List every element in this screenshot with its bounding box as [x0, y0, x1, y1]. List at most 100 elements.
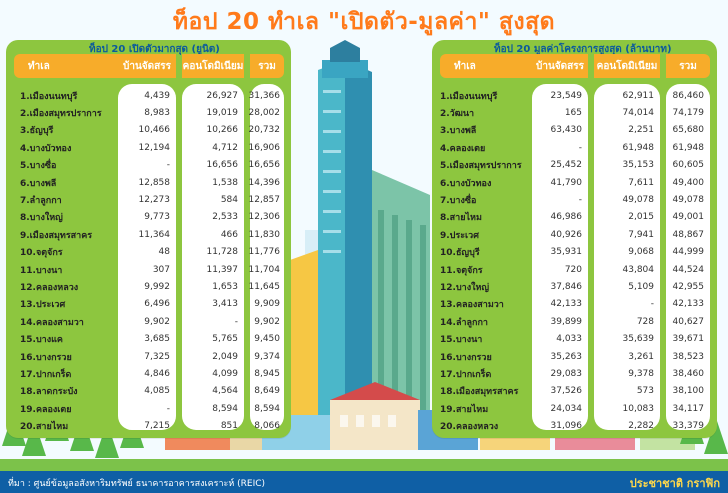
- total-cell: 8,066: [254, 421, 280, 432]
- house-cell: -: [578, 142, 582, 153]
- house-cell: 3,685: [144, 334, 170, 345]
- condo-cell: 9,378: [628, 369, 654, 380]
- location-cell: 10.ธัญบุรี: [440, 248, 480, 259]
- table-row: 12.บางใหญ่ 37,846 5,109 42,955: [432, 277, 717, 296]
- house-cell: 12,858: [138, 177, 171, 188]
- total-cell: 31,366: [248, 90, 281, 101]
- condo-cell: 9,068: [628, 247, 654, 258]
- location-cell: 6.บางบัวทอง: [440, 178, 492, 189]
- table-row: 19.สายไหม 24,034 10,083 34,117: [432, 399, 717, 418]
- house-cell: 720: [564, 264, 582, 275]
- right-header-location: ทำเล: [440, 54, 540, 78]
- location-cell: 17.ปากเกร็ด: [20, 370, 72, 381]
- condo-cell: 3,413: [212, 299, 238, 310]
- condo-cell: 8,594: [212, 403, 238, 414]
- table-row: 7.ลำลูกกา 12,273 584 12,857: [6, 190, 291, 209]
- condo-cell: 5,765: [212, 334, 238, 345]
- house-cell: 39,899: [550, 316, 583, 327]
- house-cell: 9,902: [144, 316, 170, 327]
- location-cell: 7.ลำลูกกา: [20, 196, 62, 207]
- condo-cell: 74,014: [622, 108, 655, 119]
- condo-cell: 10,266: [206, 125, 239, 136]
- table-row: 8.บางใหญ่ 9,773 2,533 12,306: [6, 208, 291, 227]
- total-cell: 11,830: [248, 229, 281, 240]
- table-row: 5.เมืองสมุทรปราการ 25,452 35,153 60,605: [432, 156, 717, 175]
- location-cell: 14.คลองสามวา: [20, 317, 84, 328]
- condo-cell: -: [650, 299, 654, 310]
- total-cell: 44,524: [672, 264, 705, 275]
- total-cell: 49,400: [672, 177, 705, 188]
- total-cell: 33,379: [672, 421, 705, 432]
- house-cell: 9,992: [144, 282, 170, 293]
- right-header-total: รวม: [666, 54, 710, 78]
- left-header-condo: คอนโดมิเนียม: [182, 54, 244, 78]
- total-cell: 16,656: [248, 160, 281, 171]
- condo-cell: 466: [220, 229, 238, 240]
- house-cell: 37,846: [550, 282, 583, 293]
- right-header-condo: คอนโดมิเนียม: [594, 54, 660, 78]
- location-cell: 10.จตุจักร: [20, 248, 63, 259]
- right-table-subtitle: ท็อป 20 มูลค่าโครงการสูงสุด (ล้านบาท): [494, 44, 672, 55]
- table-row: 3.บางพลี 63,430 2,251 65,680: [432, 121, 717, 140]
- condo-cell: 5,109: [628, 282, 654, 293]
- house-cell: 7,215: [144, 421, 170, 432]
- house-cell: 23,549: [550, 90, 583, 101]
- table-row: 13.ประเวศ 6,496 3,413 9,909: [6, 295, 291, 314]
- total-cell: 20,732: [248, 125, 281, 136]
- total-cell: 42,133: [672, 299, 705, 310]
- table-row: 16.บางกรวย 7,325 2,049 9,374: [6, 347, 291, 366]
- condo-cell: 584: [220, 195, 238, 206]
- table-row: 11.จตุจักร 720 43,804 44,524: [432, 260, 717, 279]
- location-cell: 15.บางนา: [440, 335, 483, 346]
- table-row: 8.สายไหม 46,986 2,015 49,001: [432, 208, 717, 227]
- location-cell: 3.บางพลี: [440, 126, 477, 137]
- house-cell: 40,926: [550, 229, 583, 240]
- table-row: 18.ลาดกระบัง 4,085 4,564 8,649: [6, 382, 291, 401]
- table-row: 10.จตุจักร 48 11,728 11,776: [6, 243, 291, 262]
- total-cell: 12,857: [248, 195, 281, 206]
- table-row: 13.คลองสามวา 42,133 - 42,133: [432, 295, 717, 314]
- condo-cell: 19,019: [206, 108, 239, 119]
- location-cell: 3.ธัญบุรี: [20, 126, 54, 137]
- house-cell: 9,773: [144, 212, 170, 223]
- condo-cell: 4,564: [212, 386, 238, 397]
- publisher-logo: ประชาชาติ กราฟิก: [629, 477, 720, 490]
- table-row: 2.วัฒนา 165 74,014 74,179: [432, 103, 717, 122]
- location-cell: 18.เมืองสมุทรสาคร: [440, 387, 519, 398]
- table-row: 12.คลองหลวง 9,992 1,653 11,645: [6, 277, 291, 296]
- house-cell: 63,430: [550, 125, 583, 136]
- condo-cell: 728: [636, 316, 654, 327]
- house-cell: -: [166, 403, 170, 414]
- table-row: 2.เมืองสมุทรปราการ 8,983 19,019 28,002: [6, 103, 291, 122]
- table-row: 14.คลองสามวา 9,902 - 9,902: [6, 312, 291, 331]
- table-row: 17.ปากเกร็ด 29,083 9,378 38,460: [432, 364, 717, 383]
- house-cell: 12,273: [138, 195, 171, 206]
- house-cell: 4,085: [144, 386, 170, 397]
- location-cell: 19.สายไหม: [440, 404, 489, 415]
- house-cell: -: [578, 195, 582, 206]
- total-cell: 40,627: [672, 316, 705, 327]
- total-cell: 42,955: [672, 282, 705, 293]
- condo-cell: 43,804: [622, 264, 655, 275]
- location-cell: 19.คลองเตย: [20, 404, 72, 415]
- location-cell: 7.บางซื่อ: [440, 196, 477, 207]
- table-row: 7.บางซื่อ - 49,078 49,078: [432, 190, 717, 209]
- table-row: 19.คลองเตย - 8,594 8,594: [6, 399, 291, 418]
- house-cell: 24,034: [550, 403, 583, 414]
- total-cell: 9,909: [254, 299, 280, 310]
- house-cell: 4,033: [556, 334, 582, 345]
- total-cell: 86,460: [672, 90, 705, 101]
- condo-cell: 573: [636, 386, 654, 397]
- condo-cell: 2,015: [628, 212, 654, 223]
- house-cell: 307: [152, 264, 170, 275]
- table-row: 1.เมืองนนทบุรี 23,549 62,911 86,460: [432, 86, 717, 105]
- location-cell: 11.จตุจักร: [440, 265, 483, 276]
- total-cell: 38,100: [672, 386, 705, 397]
- condo-cell: 49,078: [622, 195, 655, 206]
- house-cell: 31,096: [550, 421, 583, 432]
- location-cell: 17.ปากเกร็ด: [440, 370, 492, 381]
- condo-cell: 3,261: [628, 351, 654, 362]
- table-row: 4.คลองเตย - 61,948 61,948: [432, 138, 717, 157]
- house-cell: -: [166, 160, 170, 171]
